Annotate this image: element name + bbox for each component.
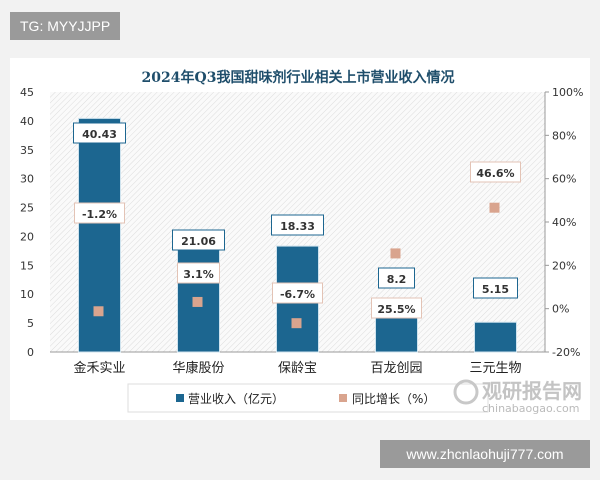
revenue-label: 18.33: [280, 220, 315, 233]
left-tick-label: 35: [20, 144, 34, 157]
left-tick-label: 15: [20, 259, 34, 272]
revenue-label-box: [73, 122, 126, 144]
category-label: 华康股份: [172, 360, 224, 376]
watermark-tag: TG: MYYJJPP: [10, 12, 121, 40]
revenue-label-box: [378, 267, 415, 289]
left-tick-label: 45: [20, 86, 34, 99]
legend-marker-swatch: [339, 394, 347, 402]
growth-label-box: [177, 262, 220, 284]
right-tick-label: 60%: [552, 173, 576, 186]
category-label: 金禾实业: [73, 360, 125, 376]
left-tick-label: 25: [20, 202, 34, 215]
right-tick-label: -20%: [552, 346, 580, 359]
growth-marker: [489, 202, 500, 213]
growth-label: -1.2%: [82, 208, 117, 221]
left-tick-label: 40: [20, 115, 34, 128]
left-tick-label: 0: [27, 346, 34, 359]
legend-marker-label: 同比增长（%）: [352, 392, 435, 406]
left-tick-label: 20: [20, 230, 34, 243]
legend: [127, 383, 489, 413]
logo-subtext: chinabaogao.com: [482, 402, 580, 415]
growth-label-box: [272, 282, 323, 304]
revenue-label-box: [271, 214, 324, 236]
revenue-label-box: [473, 277, 518, 299]
revenue-label: 8.2: [387, 273, 407, 286]
growth-label-box: [371, 297, 422, 319]
bar: [177, 229, 220, 353]
logo-icon: [453, 379, 479, 405]
growth-label: -6.7%: [280, 288, 315, 301]
right-tick-label: 80%: [552, 129, 576, 142]
growth-label: 46.6%: [476, 167, 514, 180]
growth-label: 25.5%: [377, 303, 415, 316]
footer-url: www.zhcnlaohuji777.com: [380, 440, 590, 468]
category-label: 百龙创园: [370, 361, 422, 376]
revenue-label-box: [172, 229, 225, 251]
revenue-label: 40.43: [82, 128, 117, 141]
right-tick-label: 100%: [552, 86, 583, 99]
legend-bar-label: 营业收入（亿元）: [188, 391, 284, 406]
growth-marker: [390, 248, 401, 259]
bar: [474, 321, 517, 353]
right-tick-label: 40%: [552, 216, 576, 229]
revenue-label: 21.06: [181, 235, 216, 248]
growth-marker: [192, 296, 203, 307]
right-tick-label: 20%: [552, 259, 576, 272]
chart-title: 2024年Q3我国甜味剂行业相关上市营业收入情况: [142, 69, 455, 86]
legend-bar-swatch: [176, 394, 184, 402]
left-tick-label: 10: [20, 288, 34, 301]
growth-label: 3.1%: [183, 268, 214, 281]
right-tick-label: 0%: [552, 303, 569, 316]
revenue-label: 5.15: [482, 283, 509, 296]
growth-label-box: [74, 202, 125, 224]
bar: [78, 117, 121, 353]
growth-marker: [291, 318, 302, 329]
category-label: 保龄宝: [278, 361, 317, 376]
growth-label-box: [470, 161, 521, 183]
left-tick-label: 30: [20, 173, 34, 186]
left-tick-label: 5: [27, 317, 34, 330]
logo-text: 观研报告网: [482, 379, 582, 403]
category-label: 三元生物: [469, 361, 521, 376]
growth-marker: [93, 306, 104, 317]
